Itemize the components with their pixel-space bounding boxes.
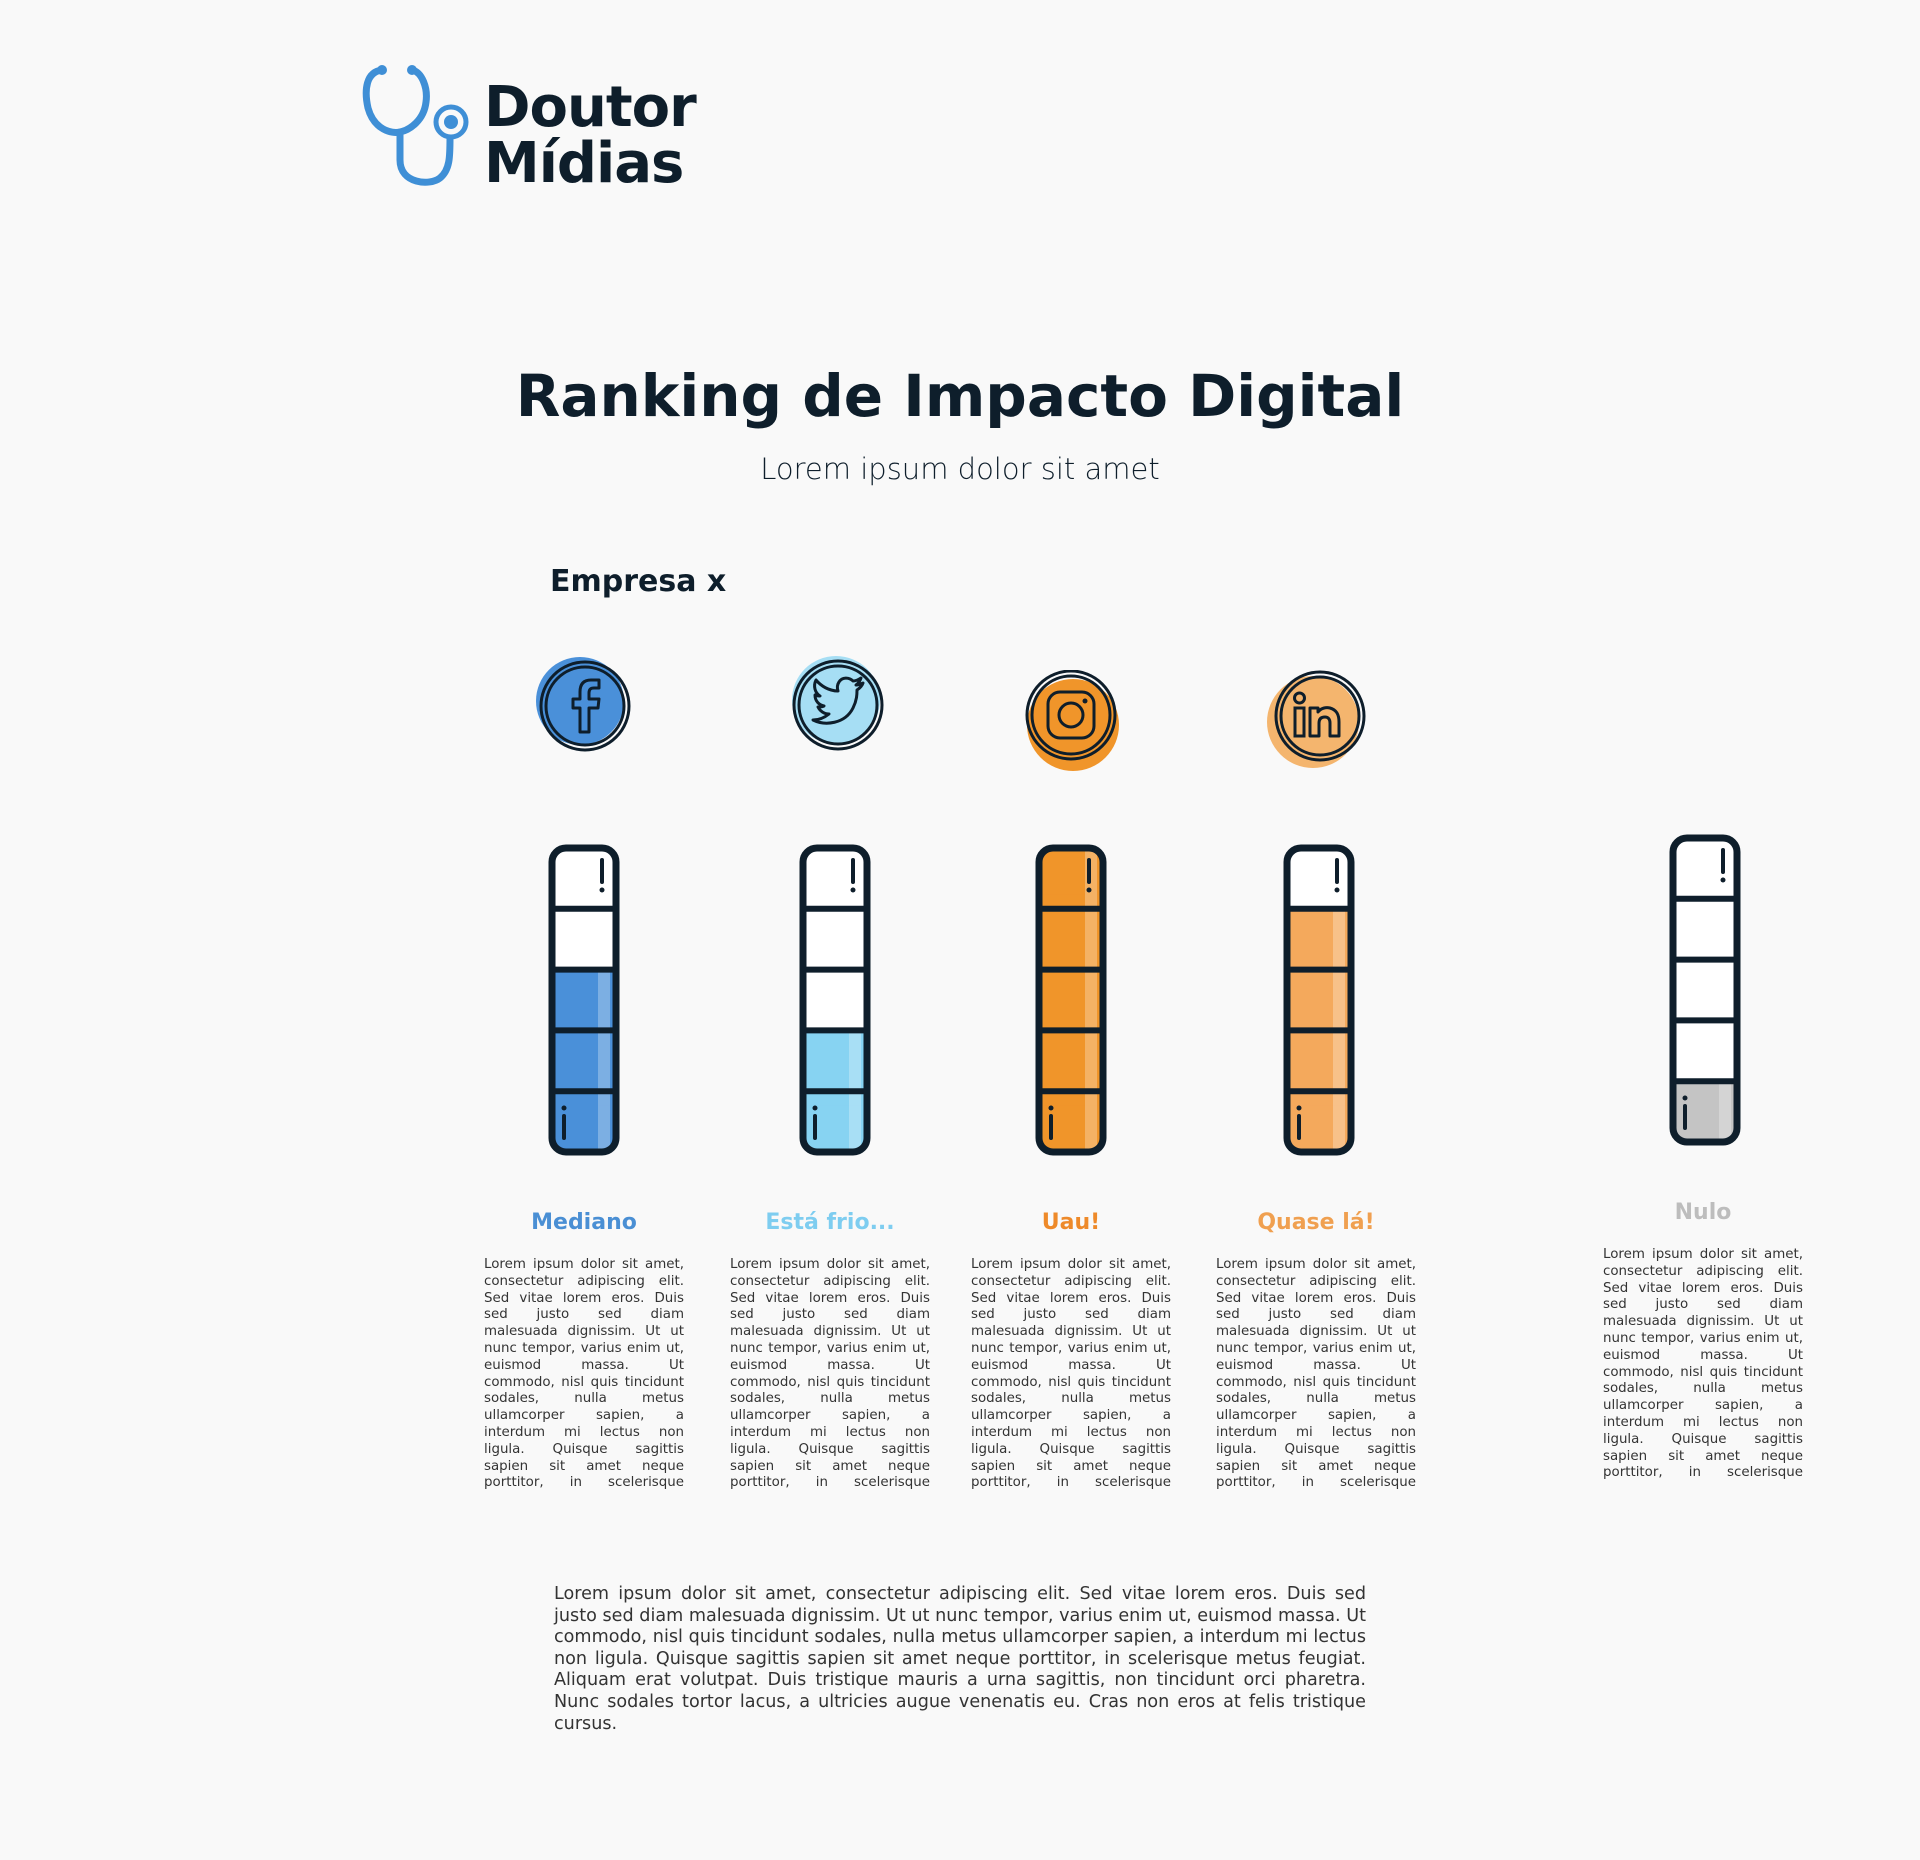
- brand-name: Doutor Mídias: [484, 75, 697, 196]
- footer-text: Lorem ipsum dolor sit amet, consectetur …: [554, 1584, 1366, 1734]
- network-card-none: Nulo Lorem ipsum dolor sit amet, consect…: [1603, 640, 1803, 1490]
- meter-segment-filled: [1039, 908, 1103, 970]
- meter-segment-filled: [552, 969, 616, 1031]
- facebook-icon: [529, 650, 639, 760]
- impact-meter: [544, 840, 624, 1160]
- network-card-facebook: Mediano Lorem ipsum dolor sit amet, cons…: [484, 650, 684, 1500]
- meter-segment-filled: [803, 1091, 867, 1152]
- status-label: Está frio...: [765, 1210, 895, 1235]
- brand-logo: Doutor Mídias: [356, 60, 697, 200]
- network-description: Lorem ipsum dolor sit amet, consectetur …: [484, 1257, 684, 1493]
- meter-segment-filled: [552, 1091, 616, 1152]
- network-description: Lorem ipsum dolor sit amet, consectetur …: [730, 1257, 930, 1493]
- meter-segment-filled: [1287, 908, 1351, 970]
- status-label: Uau!: [1041, 1210, 1101, 1235]
- network-description: Lorem ipsum dolor sit amet, consectetur …: [1603, 1247, 1803, 1483]
- brand-name-line2: Mídias: [484, 131, 684, 196]
- brand-name-line1: Doutor: [484, 75, 697, 140]
- meter-segment-filled: [552, 1030, 616, 1092]
- meter-segment-filled: [1039, 969, 1103, 1031]
- linkedin-icon: [1266, 670, 1376, 780]
- meter-segment-filled: [1039, 1030, 1103, 1092]
- impact-meter: [1031, 840, 1111, 1160]
- meter-outline: [1035, 844, 1107, 1156]
- meter-segment-filled: [1673, 1081, 1737, 1142]
- meter-segment-filled: [1287, 969, 1351, 1031]
- page-subtitle: Lorem ipsum dolor sit amet: [760, 452, 1160, 486]
- stethoscope-icon: [362, 65, 469, 186]
- meter-segment-filled: [803, 1030, 867, 1092]
- status-label: Mediano: [531, 1210, 637, 1235]
- meter-segment-filled: [1039, 1091, 1103, 1152]
- company-name: Empresa x: [550, 564, 727, 599]
- network-card-twitter: Está frio... Lorem ipsum dolor sit amet,…: [730, 650, 930, 1500]
- meter-outline: [799, 844, 871, 1156]
- meter-segment-filled: [1287, 1030, 1351, 1092]
- twitter-icon: [783, 650, 893, 760]
- status-label: Quase lá!: [1257, 1210, 1375, 1235]
- meter-segment-filled: [1287, 1091, 1351, 1152]
- meter-outline: [1669, 834, 1741, 1146]
- status-label: Nulo: [1674, 1200, 1732, 1225]
- impact-meter: [1665, 830, 1745, 1150]
- impact-meter: [795, 840, 875, 1160]
- network-card-instagram: Uau! Lorem ipsum dolor sit amet, consect…: [971, 650, 1171, 1500]
- network-card-linkedin: Quase lá! Lorem ipsum dolor sit amet, co…: [1216, 650, 1416, 1500]
- page-title: Ranking de Impacto Digital: [515, 362, 1405, 430]
- meter-outline: [548, 844, 620, 1156]
- network-description: Lorem ipsum dolor sit amet, consectetur …: [971, 1257, 1171, 1493]
- network-description: Lorem ipsum dolor sit amet, consectetur …: [1216, 1257, 1416, 1493]
- instagram-icon: [1023, 669, 1133, 780]
- meter-outline: [1283, 844, 1355, 1156]
- impact-meter: [1279, 840, 1359, 1160]
